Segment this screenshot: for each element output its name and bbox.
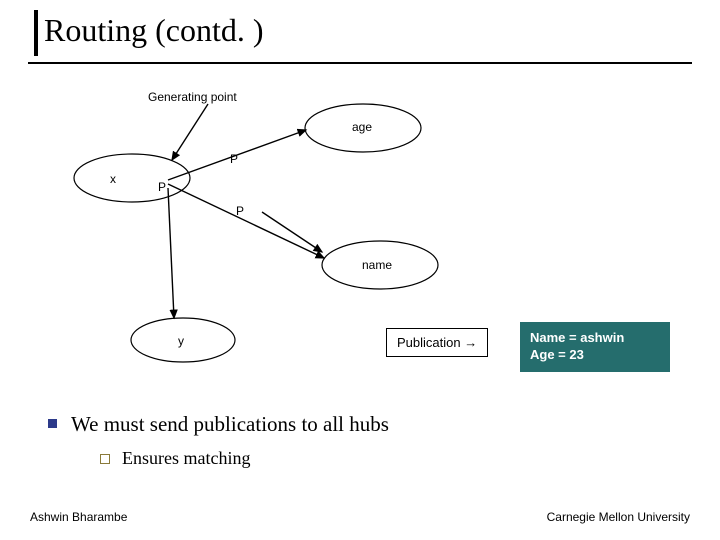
- publication-label: Publication →: [397, 335, 477, 350]
- label-name: name: [362, 258, 392, 272]
- arrow-to-name: [168, 184, 324, 258]
- bullet-main: We must send publications to all hubs: [48, 412, 389, 437]
- label-p1: P: [158, 180, 166, 194]
- slide-root: Routing (contd. ) Generating point x P P…: [0, 0, 720, 540]
- title-accent-bar: [34, 10, 38, 56]
- square-bullet-icon: [48, 419, 57, 428]
- label-age: age: [352, 120, 372, 134]
- label-p2: P: [230, 152, 238, 166]
- arrow-genpoint: [172, 104, 208, 160]
- payload-line-1: Name = ashwin: [530, 330, 660, 347]
- label-y: y: [178, 334, 184, 348]
- bullet-sub: Ensures matching: [100, 448, 250, 469]
- label-p3: P: [236, 204, 244, 218]
- ellipse-x: [74, 154, 190, 202]
- payload-box: Name = ashwin Age = 23: [520, 322, 670, 372]
- payload-line-2: Age = 23: [530, 347, 660, 364]
- square-bullet-small-icon: [100, 454, 110, 464]
- bullet-main-text: We must send publications to all hubs: [71, 412, 389, 437]
- title-underline: [28, 62, 692, 64]
- arrow-p-to-name: [262, 212, 322, 252]
- slide-title: Routing (contd. ): [44, 12, 264, 49]
- arrow-to-y: [168, 188, 174, 318]
- bullet-sub-text: Ensures matching: [122, 448, 250, 469]
- footer-affiliation: Carnegie Mellon University: [547, 510, 690, 524]
- label-x: x: [110, 172, 116, 186]
- label-generating-point: Generating point: [148, 90, 237, 104]
- footer-author: Ashwin Bharambe: [30, 510, 127, 524]
- publication-box: Publication →: [386, 328, 488, 357]
